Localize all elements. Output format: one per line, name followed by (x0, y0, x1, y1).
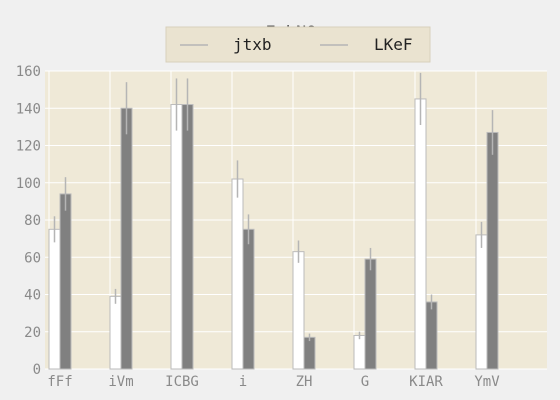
bar-jtxb-iVm (109, 295, 122, 370)
y-tick-label: 0 (33, 362, 41, 378)
bars (48, 72, 499, 370)
bar-jtxb-YmV (475, 234, 488, 370)
x-tick-label: KIAR (409, 374, 443, 390)
legend-label-LKeF: LKeF (374, 35, 413, 54)
x-tick-label: G (361, 374, 369, 390)
y-tick-label: 100 (16, 176, 41, 192)
bar-LKeF-G (364, 258, 377, 370)
legend-label-jtxb: jtxb (233, 35, 272, 54)
legend-box (165, 26, 431, 63)
bar-LKeF-i (242, 228, 255, 370)
bar-LKeF-KIAR (425, 301, 438, 370)
x-tick-label: fFf (47, 374, 72, 390)
bar-jtxb-ICBG (170, 104, 183, 370)
bar-jtxb-fFf (48, 228, 61, 370)
axis-ticks: 0 20 40 60 80 100 120 140 160 fFf iVm ICBG i ZH G KIAR Y… (16, 64, 501, 390)
x-tick-label: ICBG (165, 374, 199, 390)
x-tick-label: ZH (296, 374, 313, 390)
y-tick-label: 80 (24, 213, 41, 229)
y-tick-label: 40 (24, 288, 41, 304)
y-tick-label: 120 (16, 139, 41, 155)
legend: jtxb LKeF (165, 26, 431, 63)
bar-jtxb-ZH (292, 251, 305, 370)
y-tick-label: 20 (24, 325, 41, 341)
bar-LKeF-ZH (303, 336, 316, 370)
x-tick-label: iVm (108, 374, 133, 390)
bar-LKeF-YmV (486, 131, 499, 370)
x-tick-label: i (239, 374, 247, 390)
y-tick-label: 60 (24, 250, 41, 266)
bar-jtxb-G (353, 334, 366, 370)
bar-jtxb-i (231, 178, 244, 370)
bar-LKeF-ICBG (181, 104, 194, 370)
y-tick-label: 160 (16, 64, 41, 80)
bar-jtxb-KIAR (414, 98, 427, 370)
bar-LKeF-fFf (59, 193, 72, 370)
x-tick-label: YmV (474, 374, 500, 390)
y-tick-label: 140 (16, 101, 41, 117)
bar-LKeF-iVm (120, 107, 133, 370)
